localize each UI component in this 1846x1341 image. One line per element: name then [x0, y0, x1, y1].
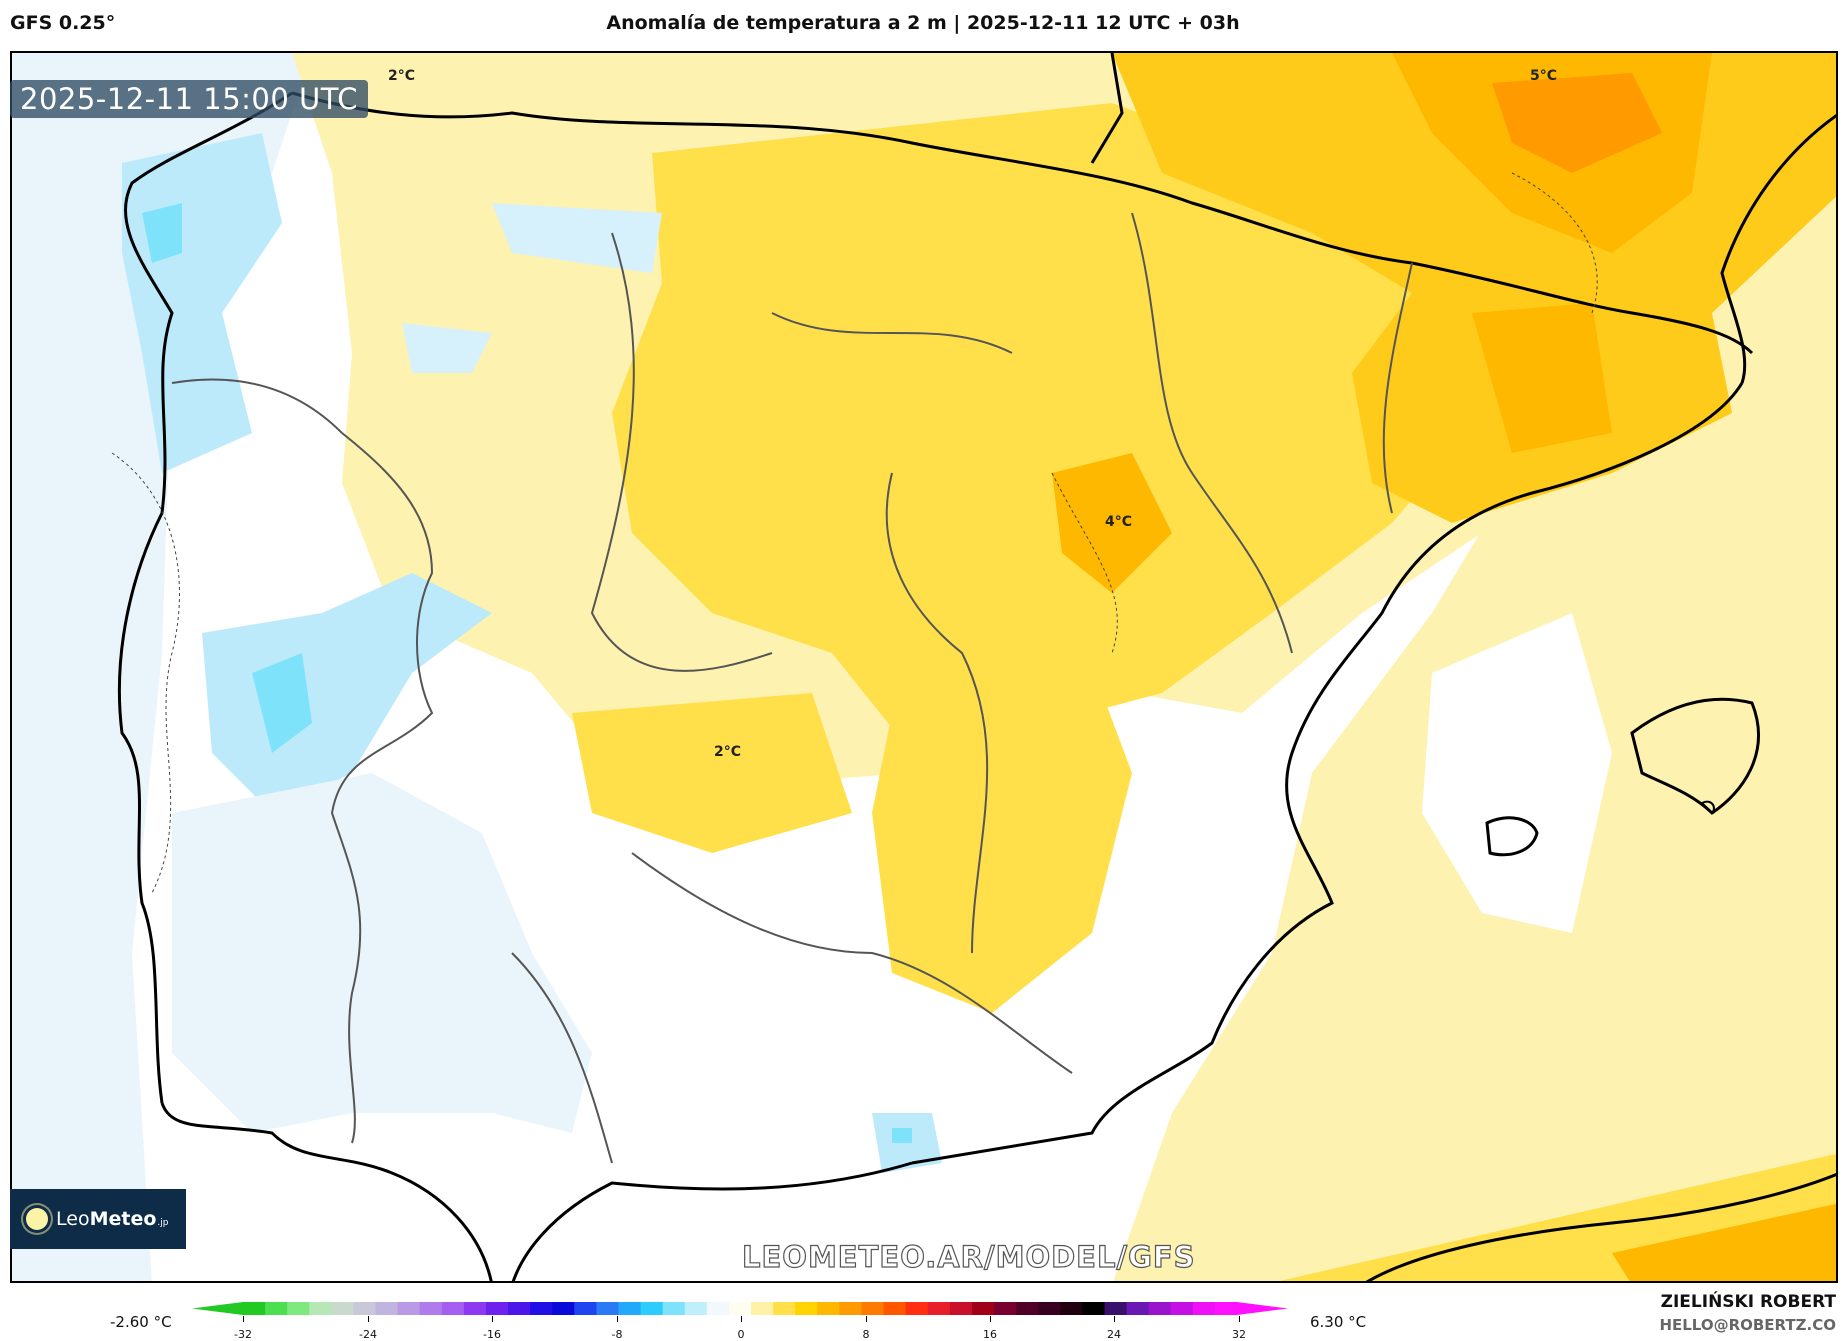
- logo-text-meteo: Meteo: [89, 1208, 157, 1230]
- colorbar-tick: 32: [1232, 1328, 1246, 1341]
- contour-label: 2°C: [714, 744, 742, 760]
- colorbar-tick: 0: [737, 1328, 745, 1341]
- colorbar-tick: -8: [611, 1328, 623, 1341]
- contour-label: 4°C: [1105, 514, 1133, 530]
- colorbar-tick: -32: [234, 1328, 252, 1341]
- model-label: GFS 0.25°: [10, 12, 116, 34]
- logo-text-leo: Leo: [56, 1208, 90, 1230]
- chart-title: Anomalía de temperatura a 2 m | 2025-12-…: [606, 12, 1240, 34]
- colorbar-min-label: -2.60 °C: [110, 1313, 172, 1331]
- colorbar-tick: -24: [359, 1328, 377, 1341]
- anomaly-map-svg: [12, 53, 1836, 1281]
- contour-label: 5°C: [1530, 68, 1558, 84]
- colorbar-tick: -16: [483, 1328, 501, 1341]
- colorbar: [192, 1302, 1288, 1315]
- colorbar-tick: 8: [862, 1328, 870, 1341]
- colorbar-tick: 16: [983, 1328, 997, 1341]
- watermark-url: LEOMETEO.AR/MODEL/GFS: [741, 1239, 1196, 1274]
- valid-time-badge: 2025-12-11 15:00 UTC: [10, 80, 369, 118]
- colorbar-ticks: -32 -24 -16 -8 0 8 16 24 32: [0, 1316, 1846, 1341]
- contour-label: 2°C: [388, 68, 416, 84]
- colorbar-max-label: 6.30 °C: [1310, 1313, 1367, 1331]
- author-email[interactable]: HELLO@ROBERTZ.CO: [1659, 1316, 1836, 1334]
- leometeo-logo[interactable]: Leo Meteo .jp: [10, 1189, 186, 1249]
- colorbar-tick: 24: [1107, 1328, 1121, 1341]
- sun-icon: [26, 1208, 48, 1230]
- author-name: ZIELIŃSKI ROBERT: [1660, 1292, 1836, 1312]
- logo-text-suffix: .jp: [157, 1218, 169, 1228]
- map-area[interactable]: [10, 51, 1838, 1283]
